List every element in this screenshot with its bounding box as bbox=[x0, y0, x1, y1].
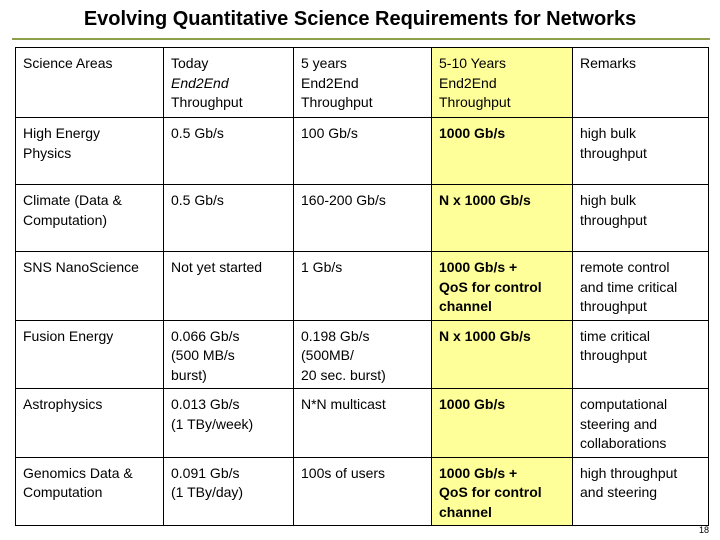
cell-text-line: remote control bbox=[580, 259, 670, 275]
cell-text-line: computational bbox=[580, 396, 668, 412]
cell-text-line: throughput bbox=[580, 144, 647, 161]
cell-5-years: N*N multicast bbox=[293, 388, 432, 458]
cell-text-line: (1 TBy/week) bbox=[171, 415, 254, 432]
cell-text-line: Computation) bbox=[23, 211, 108, 228]
table-row: High Energy Physics 0.5 Gb/s 100 Gb/s 100… bbox=[15, 117, 709, 185]
cell-5-10-years: 1000 Gb/s bbox=[431, 117, 573, 185]
header-science-areas: Science Areas bbox=[15, 47, 164, 118]
cell-text-line: throughput bbox=[580, 211, 647, 228]
cell-text-line: channel bbox=[439, 503, 492, 520]
cell-remarks: high bulk throughput bbox=[572, 184, 709, 252]
cell-text-line: Genomics Data & bbox=[23, 464, 133, 481]
cell-text-line: (500 MB/s bbox=[171, 347, 235, 363]
table-row: Genomics Data & Computation 0.091 Gb/s (1 … bbox=[15, 456, 709, 526]
cell-text-line: 0.5 Gb/s bbox=[171, 192, 224, 208]
cell-science-area: Fusion Energy bbox=[15, 319, 164, 389]
cell-text-line: 0.198 Gb/s bbox=[301, 327, 370, 344]
cell-text-line: Not yet started bbox=[171, 259, 263, 275]
header-row: Science Areas Today End2End Throughput 5… bbox=[15, 47, 709, 118]
cell-science-area: Astrophysics bbox=[15, 388, 164, 458]
table-row: Fusion Energy 0.066 Gb/s (500 MB/s burst) … bbox=[15, 319, 709, 389]
cell-today: 0.091 Gb/s (1 TBy/day) bbox=[163, 456, 294, 526]
cell-remarks: high throughput and steering bbox=[572, 456, 709, 526]
cell-text-line: 1000 Gb/s bbox=[439, 125, 506, 141]
cell-5-years: 100s of users bbox=[293, 456, 432, 526]
cell-text-line: 1000 Gb/s bbox=[439, 396, 506, 412]
header-5-years: 5 years End2End Throughput bbox=[293, 47, 432, 118]
cell-text-line: Physics bbox=[23, 144, 72, 161]
cell-text-line: (500MB/ bbox=[301, 347, 354, 363]
cell-today: Not yet started bbox=[163, 251, 294, 321]
cell-remarks: computational steering and collaborations bbox=[572, 388, 709, 458]
cell-science-area: High Energy Physics bbox=[15, 117, 164, 185]
cell-5-years: 100 Gb/s bbox=[293, 117, 432, 185]
cell-text-line: 20 sec. burst) bbox=[301, 366, 386, 383]
cell-5-years: 1 Gb/s bbox=[293, 251, 432, 321]
header-5-10-years: 5-10 Years End2End Throughput bbox=[431, 47, 573, 118]
cell-text-line: Computation bbox=[23, 484, 103, 500]
cell-text-line: 0.066 Gb/s bbox=[171, 327, 240, 344]
cell-text-line: and time critical bbox=[580, 278, 678, 295]
cell-text-line: Fusion Energy bbox=[23, 327, 114, 344]
table-row: SNS NanoScience Not yet started 1 Gb/s 1… bbox=[15, 251, 709, 321]
cell-text-line: 0.5 Gb/s bbox=[171, 125, 224, 141]
cell-today: 0.5 Gb/s bbox=[163, 184, 294, 252]
cell-text-line: high throughput bbox=[580, 464, 678, 481]
cell-5-years: 0.198 Gb/s (500MB/20 sec. burst) bbox=[293, 319, 432, 389]
cell-text-line: SNS NanoScience bbox=[23, 259, 139, 275]
cell-remarks: time critical throughput bbox=[572, 319, 709, 389]
cell-text-line: QoS for control bbox=[439, 278, 542, 295]
cell-text-line: channel bbox=[439, 298, 492, 314]
cell-science-area: Genomics Data & Computation bbox=[15, 456, 164, 526]
cell-text-line: 1000 Gb/s + bbox=[439, 259, 518, 275]
slide-title: Evolving Quantitative Science Requiremen… bbox=[83, 8, 637, 30]
cell-text-line: QoS for control bbox=[439, 484, 542, 500]
cell-text-line: 1 Gb/s bbox=[301, 259, 343, 275]
page-number: 18 bbox=[698, 525, 709, 535]
table-row: Climate (Data & Computation) 0.5 Gb/s 160… bbox=[15, 184, 709, 252]
cell-text-line: Astrophysics bbox=[23, 396, 103, 412]
cell-text-line: steering and bbox=[580, 415, 658, 432]
requirements-table: Science Areas Today End2End Throughput 5… bbox=[15, 47, 709, 526]
cell-text-line: 100 Gb/s bbox=[301, 125, 358, 141]
cell-text-line: 1000 Gb/s + bbox=[439, 464, 518, 481]
title-divider bbox=[12, 38, 710, 40]
cell-text-line: collaborations bbox=[580, 435, 667, 451]
cell-science-area: SNS NanoScience bbox=[15, 251, 164, 321]
header-today: Today End2End Throughput bbox=[163, 47, 294, 118]
cell-text-line: N*N multicast bbox=[301, 396, 386, 412]
cell-5-10-years: N x 1000 Gb/s bbox=[431, 184, 573, 252]
cell-text-line: 0.091 Gb/s bbox=[171, 464, 240, 481]
cell-text-line: 160-200 Gb/s bbox=[301, 192, 386, 208]
cell-text-line: throughput bbox=[580, 298, 647, 314]
cell-5-10-years: 1000 Gb/s bbox=[431, 388, 573, 458]
cell-science-area: Climate (Data & Computation) bbox=[15, 184, 164, 252]
cell-today: 0.013 Gb/s (1 TBy/week) bbox=[163, 388, 294, 458]
cell-text-line: high bulk bbox=[580, 125, 637, 141]
cell-text-line: N x 1000 Gb/s bbox=[439, 327, 531, 344]
cell-5-10-years: 1000 Gb/s + QoS for control channel bbox=[431, 251, 573, 321]
cell-today: 0.066 Gb/s (500 MB/s burst) bbox=[163, 319, 294, 389]
cell-text-line: time critical bbox=[580, 327, 651, 344]
header-remarks: Remarks bbox=[572, 47, 709, 118]
cell-text-line: N x 1000 Gb/s bbox=[439, 192, 531, 208]
cell-remarks: remote control and time critical throughpu… bbox=[572, 251, 709, 321]
cell-text-line: high bulk bbox=[580, 192, 637, 208]
cell-text-line: Climate (Data & bbox=[23, 192, 122, 208]
cell-text-line: 0.013 Gb/s bbox=[171, 396, 240, 412]
cell-text-line: throughput bbox=[580, 347, 647, 363]
cell-text-line: (1 TBy/day) bbox=[171, 484, 244, 500]
cell-text-line: burst) bbox=[171, 366, 207, 383]
cell-text-line: and steering bbox=[580, 484, 658, 500]
cell-5-years: 160-200 Gb/s bbox=[293, 184, 432, 252]
cell-5-10-years: 1000 Gb/s + QoS for control channel bbox=[431, 456, 573, 526]
cell-text-line: 100s of users bbox=[301, 464, 386, 481]
cell-today: 0.5 Gb/s bbox=[163, 117, 294, 185]
cell-text-line: High Energy bbox=[23, 125, 101, 141]
cell-remarks: high bulk throughput bbox=[572, 117, 709, 185]
cell-5-10-years: N x 1000 Gb/s bbox=[431, 319, 573, 389]
table-row: Astrophysics 0.013 Gb/s (1 TBy/week) N*N … bbox=[15, 388, 709, 458]
